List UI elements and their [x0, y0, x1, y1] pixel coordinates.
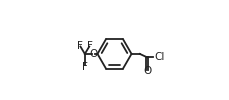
Text: F: F — [76, 41, 82, 51]
Text: F: F — [87, 41, 93, 51]
Text: Cl: Cl — [154, 52, 164, 62]
Text: F: F — [82, 62, 88, 72]
Text: O: O — [143, 66, 151, 76]
Text: O: O — [90, 49, 98, 59]
